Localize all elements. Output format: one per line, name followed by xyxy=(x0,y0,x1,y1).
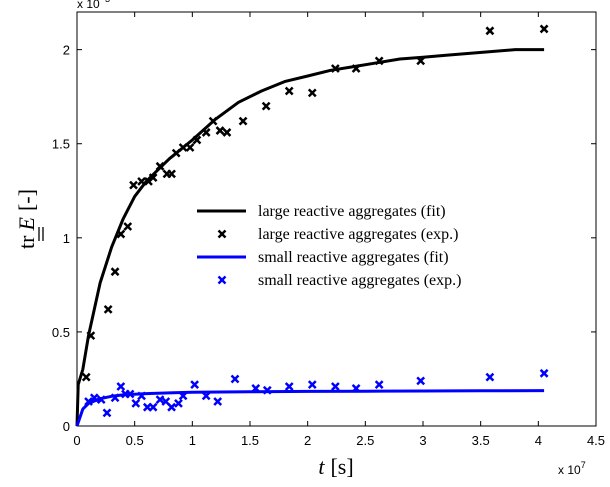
legend-box xyxy=(185,199,573,297)
data-point-small-reactive-aggregates-exp xyxy=(201,391,211,401)
plot-area xyxy=(75,24,549,427)
data-point-small-reactive-aggregates-exp xyxy=(125,389,135,399)
data-point-small-reactive-aggregates-exp xyxy=(110,393,120,403)
data-point-large-reactive-aggregates-exp xyxy=(208,116,218,126)
data-point-large-reactive-aggregates-exp xyxy=(215,126,225,135)
data-point-large-reactive-aggregates-exp xyxy=(171,148,181,158)
x-tick-label: 3 xyxy=(419,433,426,448)
y-multiplier: x 10−3 xyxy=(77,0,110,11)
data-point-small-reactive-aggregates-exp xyxy=(178,391,188,401)
data-point-small-reactive-aggregates-exp xyxy=(89,393,99,403)
series-line-large-reactive-aggregates-fit xyxy=(75,48,545,427)
y-tick-label: 1 xyxy=(63,231,70,246)
data-point-small-reactive-aggregates-exp xyxy=(416,376,426,386)
x-tick-label: 1.5 xyxy=(241,433,259,448)
data-point-small-reactive-aggregates-exp xyxy=(374,380,384,389)
data-point-small-reactive-aggregates-exp xyxy=(251,383,261,393)
y-tick-label: 0 xyxy=(63,419,70,434)
data-point-small-reactive-aggregates-exp xyxy=(351,383,361,393)
data-point-large-reactive-aggregates-exp xyxy=(123,222,133,231)
data-point-small-reactive-aggregates-exp xyxy=(262,385,272,395)
data-point-large-reactive-aggregates-exp xyxy=(485,26,495,36)
legend-label-small-exp: small reactive aggregates (exp.) xyxy=(258,272,461,289)
axis-ticks: 0 0.5 1 1.5 2 2.5 3 3.5 4 4.5 0 0.5 1 1.5 2 xyxy=(52,12,605,448)
data-point-large-reactive-aggregates-exp xyxy=(330,64,340,73)
x-tick-label: 1 xyxy=(189,433,196,448)
x-multiplier: x 107 xyxy=(558,460,586,477)
data-point-small-reactive-aggregates-exp xyxy=(102,408,112,418)
x-tick-label: 3.5 xyxy=(472,433,490,448)
data-point-small-reactive-aggregates-exp xyxy=(174,399,183,408)
data-point-small-reactive-aggregates-exp xyxy=(131,399,141,408)
data-point-small-reactive-aggregates-exp xyxy=(230,374,240,384)
legend-marker-large-exp xyxy=(217,229,227,239)
legend-marker-small-exp xyxy=(217,275,227,285)
x-tick-label: 2 xyxy=(304,433,311,448)
data-point-small-reactive-aggregates-exp xyxy=(137,391,146,401)
data-point-large-reactive-aggregates-exp xyxy=(167,169,176,179)
y-axis-label: trE[-] xyxy=(14,189,39,249)
data-point-large-reactive-aggregates-exp xyxy=(178,143,188,152)
data-point-small-reactive-aggregates-exp xyxy=(148,402,158,412)
data-point-small-reactive-aggregates-exp xyxy=(284,382,294,391)
data-point-large-reactive-aggregates-exp xyxy=(103,304,113,314)
legend-label-small-fit: small reactive aggregates (fit) xyxy=(258,249,449,266)
data-point-large-reactive-aggregates-exp xyxy=(284,86,294,96)
x-tick-label: 4.5 xyxy=(587,433,605,448)
svg-text:trE[-]: trE[-] xyxy=(14,189,39,249)
data-point-large-reactive-aggregates-exp xyxy=(81,372,91,382)
data-point-small-reactive-aggregates-exp xyxy=(167,402,176,412)
legend-label-large-fit: large reactive aggregates (fit) xyxy=(258,203,446,220)
x-tick-label: 2.5 xyxy=(356,433,374,448)
data-point-small-reactive-aggregates-exp xyxy=(96,395,106,405)
data-point-small-reactive-aggregates-exp xyxy=(155,395,165,405)
data-point-large-reactive-aggregates-exp xyxy=(192,135,202,145)
y-tick-label: 0.5 xyxy=(52,325,70,340)
data-point-large-reactive-aggregates-exp xyxy=(185,143,195,152)
legend-label-large-exp: large reactive aggregates (exp.) xyxy=(258,226,458,243)
y-tick-label: 1.5 xyxy=(52,137,70,152)
data-point-small-reactive-aggregates-exp xyxy=(190,380,200,389)
data-point-small-reactive-aggregates-exp xyxy=(330,382,340,391)
data-point-large-reactive-aggregates-exp xyxy=(148,173,158,182)
data-point-large-reactive-aggregates-exp xyxy=(155,161,165,171)
data-point-large-reactive-aggregates-exp xyxy=(539,24,549,34)
x-tick-label: 4 xyxy=(535,433,542,448)
data-point-large-reactive-aggregates-exp xyxy=(238,116,248,126)
data-point-small-reactive-aggregates-exp xyxy=(307,380,317,389)
data-point-large-reactive-aggregates-exp xyxy=(201,128,211,137)
data-point-large-reactive-aggregates-exp xyxy=(86,331,96,341)
x-axis-label: t [s] xyxy=(318,454,353,479)
data-point-small-reactive-aggregates-exp xyxy=(485,372,495,382)
data-point-large-reactive-aggregates-exp xyxy=(351,64,361,73)
data-point-small-reactive-aggregates-exp xyxy=(213,397,223,406)
data-point-large-reactive-aggregates-exp xyxy=(416,56,426,66)
data-point-large-reactive-aggregates-exp xyxy=(307,88,317,98)
data-point-small-reactive-aggregates-exp xyxy=(539,368,549,378)
data-point-large-reactive-aggregates-exp xyxy=(374,56,384,66)
legend: large reactive aggregates (fit) large re… xyxy=(185,199,573,297)
data-point-large-reactive-aggregates-exp xyxy=(261,101,271,111)
data-point-large-reactive-aggregates-exp xyxy=(110,267,120,277)
data-point-large-reactive-aggregates-exp xyxy=(137,176,146,186)
data-point-small-reactive-aggregates-exp xyxy=(116,382,126,391)
data-point-large-reactive-aggregates-exp xyxy=(222,128,232,137)
x-tick-label: 0 xyxy=(73,433,80,448)
x-tick-label: 0.5 xyxy=(126,433,144,448)
data-point-small-reactive-aggregates-exp xyxy=(84,397,93,406)
data-point-large-reactive-aggregates-exp xyxy=(116,229,126,239)
y-tick-label: 2 xyxy=(63,43,70,58)
series-line-small-reactive-aggregates-fit xyxy=(75,389,545,427)
data-point-large-reactive-aggregates-exp xyxy=(129,180,138,190)
